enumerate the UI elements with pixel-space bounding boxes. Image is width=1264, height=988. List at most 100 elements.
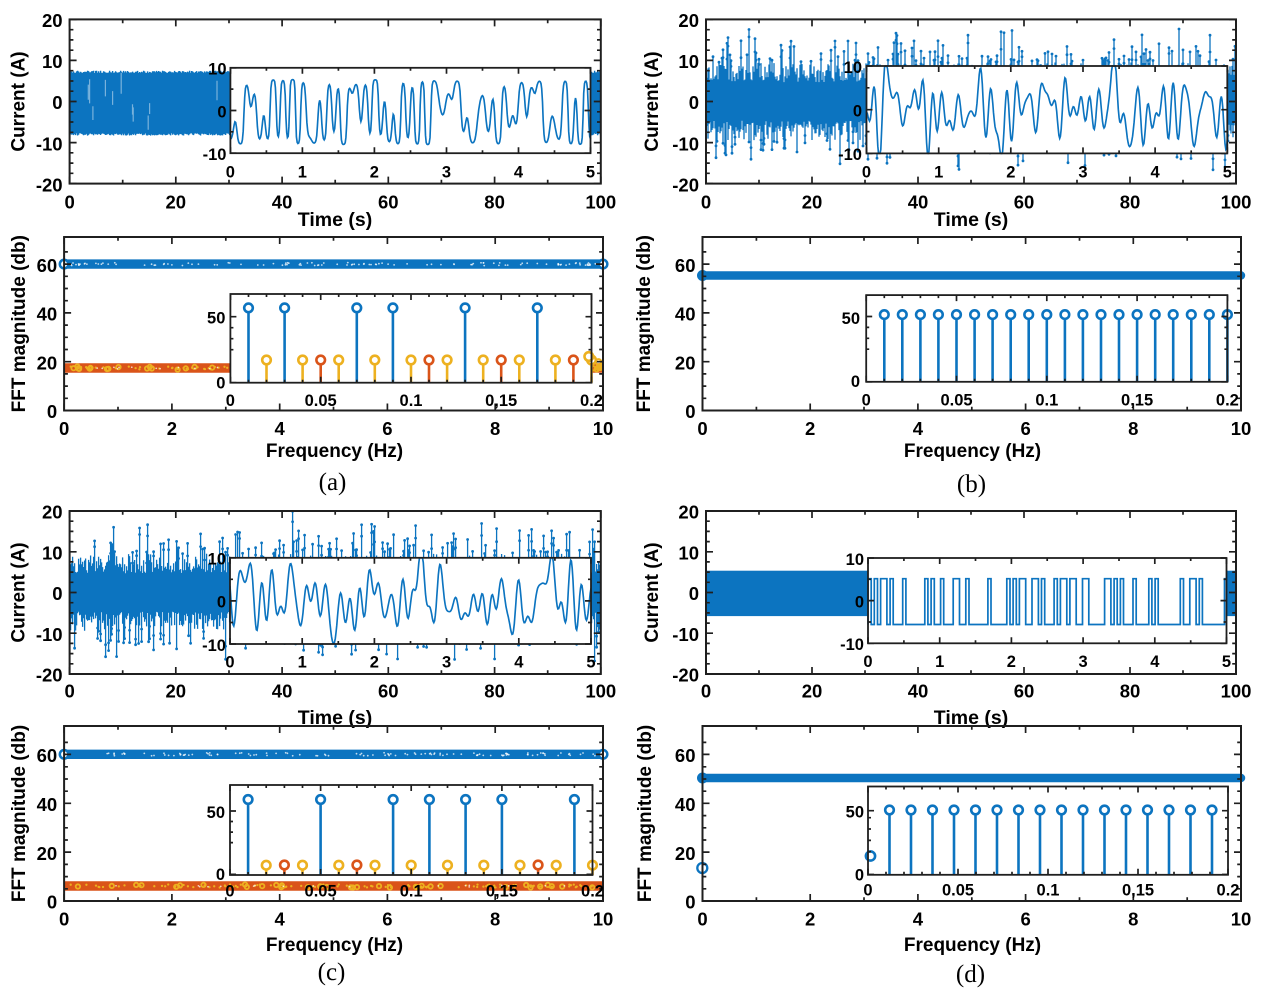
svg-text:5: 5	[1222, 653, 1231, 671]
svg-text:10: 10	[42, 542, 63, 563]
svg-text:60: 60	[1014, 191, 1035, 212]
svg-text:0,15: 0,15	[1121, 392, 1153, 410]
svg-text:8: 8	[490, 418, 500, 439]
svg-text:0.2: 0.2	[1217, 881, 1240, 899]
svg-text:Current (A): Current (A)	[9, 51, 30, 151]
svg-text:10: 10	[593, 908, 614, 929]
svg-text:60: 60	[37, 745, 58, 766]
svg-text:40: 40	[908, 191, 929, 212]
svg-text:0: 0	[47, 401, 57, 422]
svg-text:2: 2	[805, 418, 815, 439]
svg-text:1: 1	[298, 163, 307, 181]
svg-text:40: 40	[37, 304, 58, 325]
svg-text:0: 0	[863, 653, 872, 671]
svg-text:40: 40	[675, 794, 696, 815]
svg-text:FFT magnitude (db): FFT magnitude (db)	[9, 235, 30, 412]
svg-text:10: 10	[1231, 418, 1252, 439]
svg-text:2: 2	[370, 163, 379, 181]
svg-text:6: 6	[382, 908, 392, 929]
svg-text:80: 80	[484, 191, 505, 212]
svg-text:1: 1	[934, 164, 943, 182]
svg-text:0: 0	[217, 103, 226, 121]
svg-text:0.1: 0.1	[1037, 881, 1060, 899]
svg-text:(b): (b)	[957, 471, 986, 498]
svg-text:3: 3	[1079, 653, 1088, 671]
svg-text:0.1: 0.1	[400, 882, 423, 900]
svg-text:10: 10	[208, 61, 226, 79]
svg-text:-10: -10	[838, 146, 862, 164]
svg-text:2: 2	[805, 908, 815, 929]
svg-text:-20: -20	[672, 665, 699, 686]
svg-text:100: 100	[585, 191, 616, 212]
svg-text:Frequency (Hz): Frequency (Hz)	[266, 441, 403, 462]
svg-text:10: 10	[678, 51, 699, 72]
svg-text:-20: -20	[36, 665, 63, 686]
svg-text:0: 0	[863, 881, 872, 899]
svg-text:20: 20	[37, 352, 58, 373]
svg-text:2: 2	[1007, 653, 1016, 671]
svg-text:0: 0	[685, 892, 695, 913]
svg-text:0: 0	[47, 892, 57, 913]
svg-text:0: 0	[697, 908, 707, 929]
svg-text:10: 10	[1231, 908, 1252, 929]
svg-text:0.2: 0.2	[580, 392, 603, 410]
svg-text:Current (A): Current (A)	[642, 51, 663, 151]
svg-text:2: 2	[167, 418, 177, 439]
svg-text:0: 0	[701, 191, 711, 212]
svg-text:Frequency (Hz): Frequency (Hz)	[904, 441, 1041, 462]
svg-text:0: 0	[862, 164, 871, 182]
svg-text:0: 0	[59, 418, 69, 439]
svg-text:60: 60	[1014, 680, 1035, 701]
svg-text:10: 10	[42, 51, 63, 72]
svg-text:60: 60	[378, 191, 399, 212]
svg-text:20: 20	[166, 680, 187, 701]
svg-text:-10: -10	[840, 636, 864, 654]
svg-text:4: 4	[514, 163, 524, 181]
svg-text:FFT magnitude (db): FFT magnitude (db)	[635, 725, 656, 902]
svg-text:0: 0	[216, 866, 225, 884]
svg-text:4: 4	[275, 418, 286, 439]
svg-text:1: 1	[298, 653, 307, 671]
svg-text:0,15: 0,15	[486, 882, 518, 900]
svg-text:4: 4	[275, 908, 286, 929]
svg-text:20: 20	[678, 10, 699, 31]
svg-text:3: 3	[442, 653, 451, 671]
svg-text:60: 60	[675, 255, 696, 276]
svg-text:20: 20	[166, 191, 187, 212]
svg-text:0: 0	[52, 92, 62, 113]
svg-text:5: 5	[586, 653, 595, 671]
svg-text:(c): (c)	[318, 959, 346, 986]
svg-text:-20: -20	[672, 174, 699, 195]
svg-text:20: 20	[37, 843, 58, 864]
svg-text:8: 8	[1128, 908, 1138, 929]
svg-text:FFT magnitude (db): FFT magnitude (db)	[9, 725, 30, 902]
svg-text:0: 0	[689, 583, 699, 604]
svg-text:0: 0	[853, 102, 862, 120]
svg-text:4: 4	[1150, 653, 1160, 671]
svg-text:40: 40	[675, 304, 696, 325]
svg-text:-20: -20	[36, 174, 63, 195]
svg-text:-10: -10	[672, 624, 699, 645]
svg-text:80: 80	[484, 680, 505, 701]
svg-text:Frequency (Hz): Frequency (Hz)	[266, 935, 403, 956]
svg-text:20: 20	[42, 502, 63, 523]
svg-text:4: 4	[913, 418, 924, 439]
svg-text:0.1: 0.1	[400, 392, 423, 410]
svg-text:5: 5	[586, 163, 595, 181]
svg-text:3: 3	[1078, 164, 1087, 182]
svg-text:20: 20	[42, 10, 63, 31]
svg-text:0,15: 0,15	[1122, 881, 1154, 899]
svg-text:0.1: 0.1	[1035, 392, 1058, 410]
svg-text:80: 80	[1120, 191, 1141, 212]
svg-text:4: 4	[913, 908, 924, 929]
svg-text:10: 10	[208, 551, 226, 569]
svg-text:40: 40	[37, 794, 58, 815]
svg-text:0.05: 0.05	[940, 392, 972, 410]
svg-text:50: 50	[842, 310, 860, 328]
svg-text:0: 0	[226, 163, 235, 181]
svg-text:0: 0	[689, 92, 699, 113]
svg-text:0,15: 0,15	[485, 392, 517, 410]
svg-text:20: 20	[802, 680, 823, 701]
svg-text:60: 60	[37, 255, 58, 276]
svg-text:Current (A): Current (A)	[642, 542, 663, 642]
